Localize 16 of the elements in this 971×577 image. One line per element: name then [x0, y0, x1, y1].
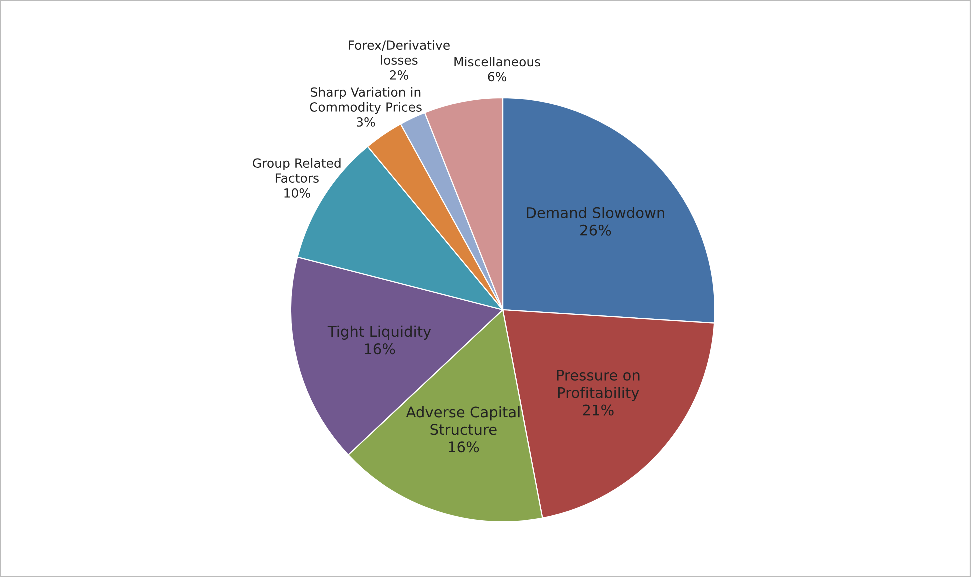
data-label: 2% — [390, 70, 408, 80]
data-label: 3% — [357, 117, 376, 127]
data-label: 26% — [580, 224, 612, 236]
slice-label: Adverse Capital Structure — [406, 406, 520, 436]
slice-label: Miscellaneous — [454, 56, 541, 67]
slice-label: Demand Slowdown — [527, 207, 664, 218]
slice-label: Sharp Variation in Commodity Prices — [310, 87, 422, 114]
slice-label: Tight Liquidity — [328, 326, 432, 340]
slice-label: Pressure on Profitability — [557, 370, 640, 402]
slice-label: Forex/Derivative losses — [349, 40, 450, 66]
data-label: 21% — [583, 404, 614, 416]
data-label: 10% — [284, 188, 310, 198]
data-label: 16% — [449, 442, 480, 453]
data-label: 6% — [488, 72, 507, 82]
data-label: 16% — [365, 344, 396, 355]
slice-label: Group Related Factors — [253, 158, 341, 183]
